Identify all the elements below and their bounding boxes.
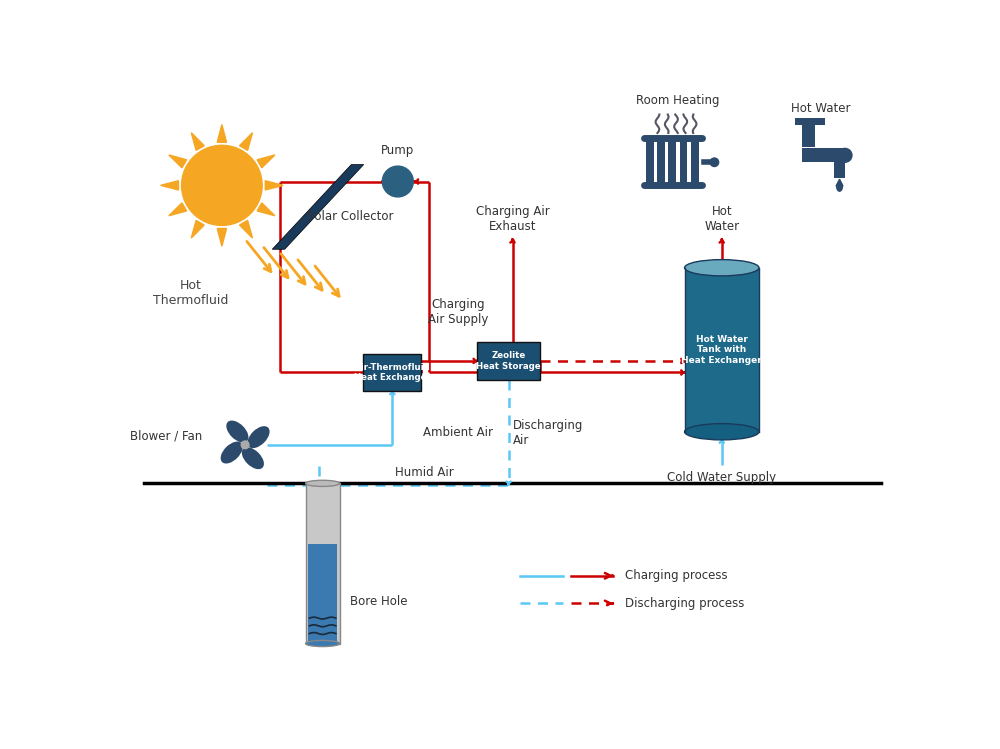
Text: Air-Thermofluid
Heat Exchanger: Air-Thermofluid Heat Exchanger (354, 363, 431, 382)
Text: Charging
Air Supply: Charging Air Supply (428, 298, 488, 327)
Text: Discharging process: Discharging process (625, 597, 744, 610)
Circle shape (838, 148, 852, 163)
Bar (646, 138, 654, 185)
Text: Hot Water
Tank with
Heat Exchanger: Hot Water Tank with Heat Exchanger (681, 335, 762, 365)
Bar (306, 483, 340, 643)
Bar (805, 122, 812, 130)
Text: Hot
Water: Hot Water (704, 205, 739, 233)
Circle shape (382, 166, 413, 197)
Ellipse shape (242, 447, 264, 469)
Circle shape (710, 158, 719, 166)
Ellipse shape (248, 426, 270, 448)
Text: Bore Hole: Bore Hole (350, 595, 407, 607)
Text: Charging Air
Exhaust: Charging Air Exhaust (476, 205, 549, 233)
Text: Blower / Fan: Blower / Fan (130, 429, 202, 442)
Polygon shape (240, 133, 252, 151)
Text: Cold Water Supply: Cold Water Supply (667, 471, 776, 484)
Polygon shape (217, 228, 227, 246)
Text: Hot
Thermofluid: Hot Thermofluid (153, 279, 229, 307)
Text: Ambient Air: Ambient Air (423, 425, 493, 439)
Text: Pump: Pump (381, 144, 414, 157)
Text: Discharging
Air: Discharging Air (512, 419, 583, 446)
Bar (308, 545, 337, 641)
Polygon shape (169, 155, 187, 168)
Bar (668, 138, 676, 185)
Bar (802, 124, 815, 147)
Polygon shape (240, 220, 252, 238)
Polygon shape (836, 179, 843, 187)
Bar (685, 267, 759, 431)
Circle shape (241, 441, 249, 449)
Ellipse shape (836, 182, 843, 192)
Text: Solar Collector: Solar Collector (307, 210, 394, 222)
Polygon shape (265, 181, 283, 190)
Text: Room Heating: Room Heating (636, 94, 719, 107)
Bar (477, 342, 540, 380)
Polygon shape (191, 133, 204, 151)
Polygon shape (161, 181, 178, 190)
Polygon shape (272, 165, 364, 249)
Ellipse shape (221, 442, 243, 464)
Text: Humid Air: Humid Air (395, 467, 454, 479)
Polygon shape (169, 203, 187, 216)
Text: Charging process: Charging process (625, 569, 728, 582)
Bar (795, 118, 825, 125)
Polygon shape (257, 203, 275, 216)
Polygon shape (191, 220, 204, 238)
Bar (680, 138, 687, 185)
Bar (834, 161, 845, 178)
Text: Hot Water: Hot Water (791, 102, 851, 115)
Bar (657, 138, 665, 185)
Ellipse shape (306, 480, 340, 486)
Circle shape (182, 145, 262, 225)
Bar (802, 148, 845, 163)
Polygon shape (217, 124, 227, 142)
Bar (691, 138, 698, 185)
Ellipse shape (685, 260, 759, 276)
Ellipse shape (226, 420, 248, 443)
Text: Zeolite
Heat Storage: Zeolite Heat Storage (476, 351, 541, 371)
Ellipse shape (685, 424, 759, 440)
Polygon shape (257, 155, 275, 168)
Bar (363, 354, 421, 391)
Ellipse shape (306, 640, 340, 646)
